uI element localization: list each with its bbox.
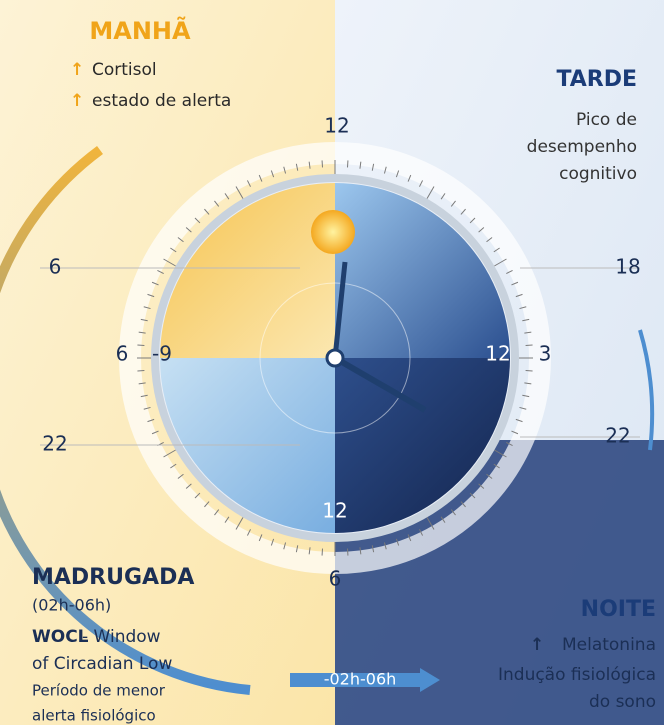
up-icon: ↑ bbox=[70, 60, 84, 80]
label: Melatonina bbox=[562, 635, 656, 655]
clock-label: 18 bbox=[615, 255, 640, 279]
clock-label: 12 bbox=[485, 342, 510, 366]
label: Cortisol bbox=[92, 60, 157, 80]
clock-label: -9 bbox=[152, 342, 172, 366]
section-title: TARDE bbox=[556, 67, 637, 92]
label: WOCL bbox=[32, 627, 89, 647]
label: (02h-06h) bbox=[32, 596, 111, 615]
clock-label: 12 bbox=[322, 499, 347, 523]
up-icon: ↑ bbox=[530, 635, 544, 655]
label: Indução fisiológica bbox=[498, 665, 656, 685]
label: estado de alerta bbox=[92, 91, 231, 111]
sun bbox=[311, 210, 355, 254]
clock-label: 6 bbox=[116, 342, 129, 366]
clock-label: 6 bbox=[49, 255, 62, 279]
hub bbox=[327, 350, 343, 366]
clock-label: 22 bbox=[605, 424, 630, 448]
arrow-label: -02h-06h bbox=[324, 670, 397, 689]
label: Período de menor bbox=[32, 682, 166, 700]
circadian-infographic: MANHÃ↑Cortisol↑estado de alertaTARDEPico… bbox=[0, 0, 664, 725]
up-icon: ↑ bbox=[70, 91, 84, 111]
label: desempenho bbox=[527, 137, 637, 157]
label: Pico de bbox=[576, 110, 637, 130]
clock-label: 12 bbox=[324, 114, 349, 138]
clock-label: 3 bbox=[539, 342, 552, 366]
section-title: NOITE bbox=[581, 597, 656, 622]
label: - Window bbox=[82, 627, 161, 647]
clock-label: 6 bbox=[329, 567, 342, 591]
label: of Circadian Low bbox=[32, 654, 172, 674]
clock-label: 22 bbox=[42, 432, 67, 456]
label: do sono bbox=[589, 692, 656, 712]
label: alerta fisiológico bbox=[32, 707, 156, 725]
section-title: MADRUGADA bbox=[32, 565, 194, 590]
label: cognitivo bbox=[559, 164, 637, 184]
section-title: MANHÃ bbox=[89, 16, 191, 45]
